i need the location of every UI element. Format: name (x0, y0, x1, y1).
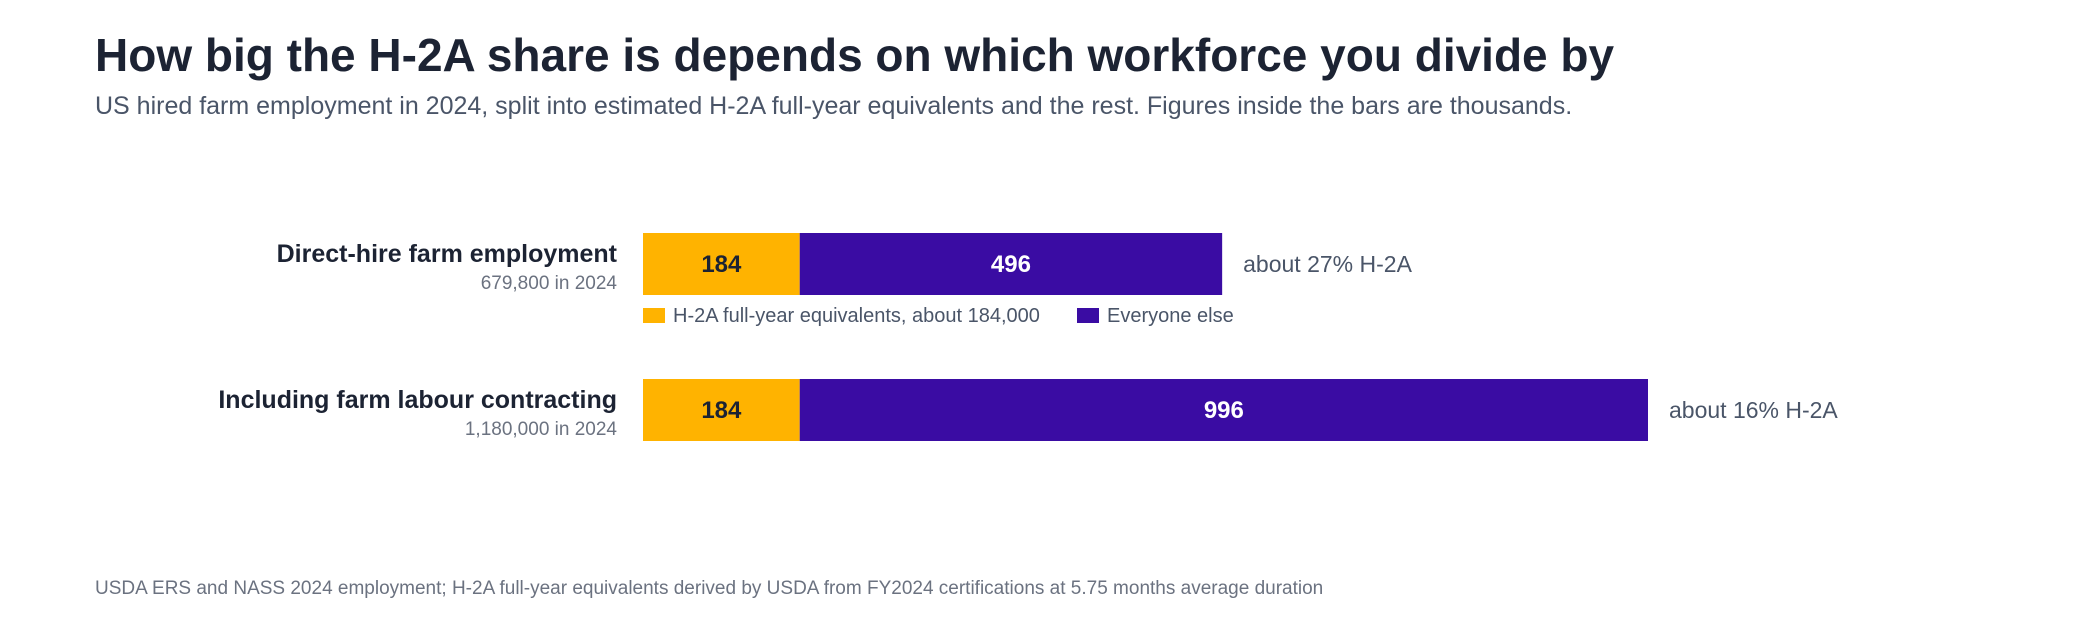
category-label: Direct-hire farm employment (277, 240, 618, 268)
chart-title: How big the H-2A share is depends on whi… (95, 29, 1615, 81)
bar-segment-h2a (643, 379, 800, 441)
bar-segment-everyone-else (799, 233, 1223, 295)
category-label: Including farm labour contracting (218, 386, 617, 414)
category-sublabel: 1,180,000 in 2024 (465, 419, 618, 440)
source-note: USDA ERS and NASS 2024 employment; H-2A … (95, 578, 1324, 599)
bar-value-label: 184 (701, 251, 742, 278)
category-sublabel: 679,800 in 2024 (481, 273, 618, 294)
bar-segment-everyone-else (799, 379, 1648, 441)
legend-label: Everyone else (1107, 305, 1234, 327)
bar-value-label: 496 (991, 251, 1031, 278)
bar-value-label: 184 (701, 397, 742, 424)
bar-segment-h2a (643, 233, 800, 295)
legend-swatch (643, 308, 665, 323)
legend-label: H-2A full-year equivalents, about 184,00… (673, 305, 1040, 327)
bar-end-label: about 16% H-2A (1669, 397, 1838, 423)
bar-end-label: about 27% H-2A (1243, 251, 1412, 277)
chart-subtitle: US hired farm employment in 2024, split … (95, 92, 1573, 120)
bar-value-label: 996 (1204, 397, 1244, 424)
legend-swatch (1077, 308, 1099, 323)
